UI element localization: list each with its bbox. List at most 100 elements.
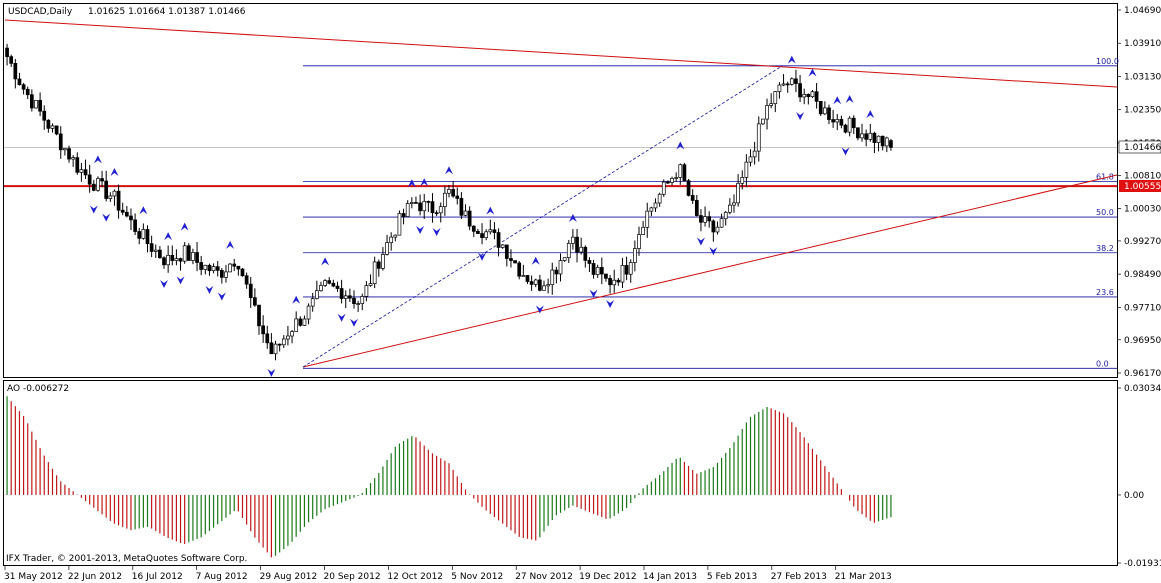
- candle-body: [637, 234, 641, 249]
- candle-body: [46, 119, 51, 129]
- candle-body: [397, 213, 402, 236]
- candle-body: [591, 263, 596, 275]
- candle-body: [595, 267, 600, 275]
- candle-body: [381, 254, 385, 269]
- date-tick-label: 20 Sep 2012: [324, 572, 381, 582]
- candle-body: [376, 261, 381, 269]
- candle-body: [525, 275, 530, 282]
- price-tick-label: 1.00810: [1124, 171, 1161, 181]
- candle-body: [170, 254, 175, 261]
- candle-body: [835, 119, 840, 123]
- candle-body: [587, 260, 592, 264]
- price-tick-label: 0.97710: [1124, 303, 1161, 313]
- candle-body: [789, 78, 794, 85]
- candle-body: [430, 201, 435, 214]
- fractal-down-icon: [89, 205, 98, 214]
- candle-body: [364, 285, 369, 297]
- candle-body: [488, 229, 493, 233]
- fractal-up-icon: [845, 94, 854, 103]
- fibo-label: 100.0: [1096, 57, 1119, 66]
- candle-body: [352, 297, 356, 304]
- fractal-up-icon: [180, 222, 189, 231]
- candle-body: [620, 265, 625, 283]
- candle-body: [711, 220, 716, 233]
- candle-body: [756, 123, 761, 152]
- support-trendline: [302, 174, 1118, 368]
- fractal-down-icon: [535, 305, 544, 314]
- candle-body: [872, 132, 877, 143]
- fractal-down-icon: [416, 225, 425, 234]
- candle-body: [405, 203, 410, 217]
- candle-body: [517, 262, 522, 277]
- candle-body: [385, 242, 389, 255]
- date-tick-label: 7 Aug 2012: [196, 572, 248, 582]
- candle-body: [409, 202, 414, 204]
- candle-body: [129, 215, 133, 221]
- candle-body: [50, 125, 55, 129]
- candle-body: [492, 229, 497, 233]
- candle-body: [34, 99, 38, 109]
- candle-body: [856, 127, 860, 139]
- candle-body: [219, 270, 224, 278]
- price-tick-label: 1.03910: [1124, 39, 1161, 49]
- red-level-label: 1.00555: [1124, 182, 1161, 192]
- candle-body: [752, 150, 757, 158]
- trendlines: [4, 19, 1118, 368]
- candle-body: [339, 288, 344, 299]
- candle-body: [261, 325, 265, 335]
- candle-body: [566, 243, 571, 259]
- candle-body: [203, 264, 208, 270]
- candle-body: [575, 236, 579, 253]
- date-tick-label: 16 Jul 2012: [132, 572, 183, 582]
- date-tick-label: 14 Jan 2013: [643, 572, 697, 582]
- candle-body: [137, 231, 142, 239]
- candle-body: [149, 243, 154, 252]
- candle-body: [343, 295, 348, 299]
- candle-body: [550, 269, 555, 286]
- date-tick-label: 31 May 2012: [4, 572, 63, 582]
- price-axis: 1.046901.039101.031301.023501.015701.008…: [1117, 6, 1161, 569]
- candle-body: [414, 202, 418, 204]
- main-panel-frame: [3, 3, 1118, 378]
- candle-body: [645, 210, 650, 228]
- candle-body: [286, 335, 290, 340]
- fractal-down-icon: [478, 252, 487, 261]
- candle-body: [542, 285, 546, 291]
- fractal-up-icon: [676, 141, 685, 150]
- candle-body: [298, 318, 303, 326]
- date-tick-label: 5 Nov 2012: [451, 572, 503, 582]
- current-price-badge: [1118, 140, 1161, 154]
- candle-body: [736, 182, 740, 204]
- candle-body: [389, 236, 394, 243]
- ao-label: AO -0.006272: [7, 384, 69, 394]
- candle-body: [228, 263, 232, 273]
- candle-body: [393, 234, 398, 238]
- candle-body: [628, 262, 633, 275]
- candle-body: [314, 290, 319, 299]
- candle-body: [199, 262, 204, 270]
- candle-body: [579, 246, 584, 253]
- candle-body: [678, 164, 683, 178]
- price-tick-label: 1.03130: [1124, 72, 1161, 82]
- candle-body: [240, 268, 245, 277]
- candle-body: [876, 135, 881, 143]
- candle-body: [162, 257, 166, 266]
- candle-body: [5, 47, 9, 57]
- candle-body: [690, 195, 695, 201]
- candle-body: [827, 107, 831, 120]
- copyright-text: IFX Trader, © 2001-2013, MetaQuotes Soft…: [6, 554, 247, 564]
- candle-body: [583, 246, 588, 261]
- candle-body: [823, 107, 827, 115]
- candle-body: [186, 245, 191, 261]
- candle-body: [843, 124, 848, 133]
- candle-body: [215, 266, 220, 271]
- candle-body: [302, 318, 307, 326]
- candle-body: [509, 258, 513, 261]
- fractal-down-icon: [176, 276, 185, 285]
- candle-body: [558, 260, 563, 275]
- candle-body: [265, 333, 270, 344]
- date-tick-label: 29 Aug 2012: [260, 572, 318, 582]
- ao-tick-label: 0.030348: [1124, 384, 1161, 394]
- candle-body: [521, 275, 526, 277]
